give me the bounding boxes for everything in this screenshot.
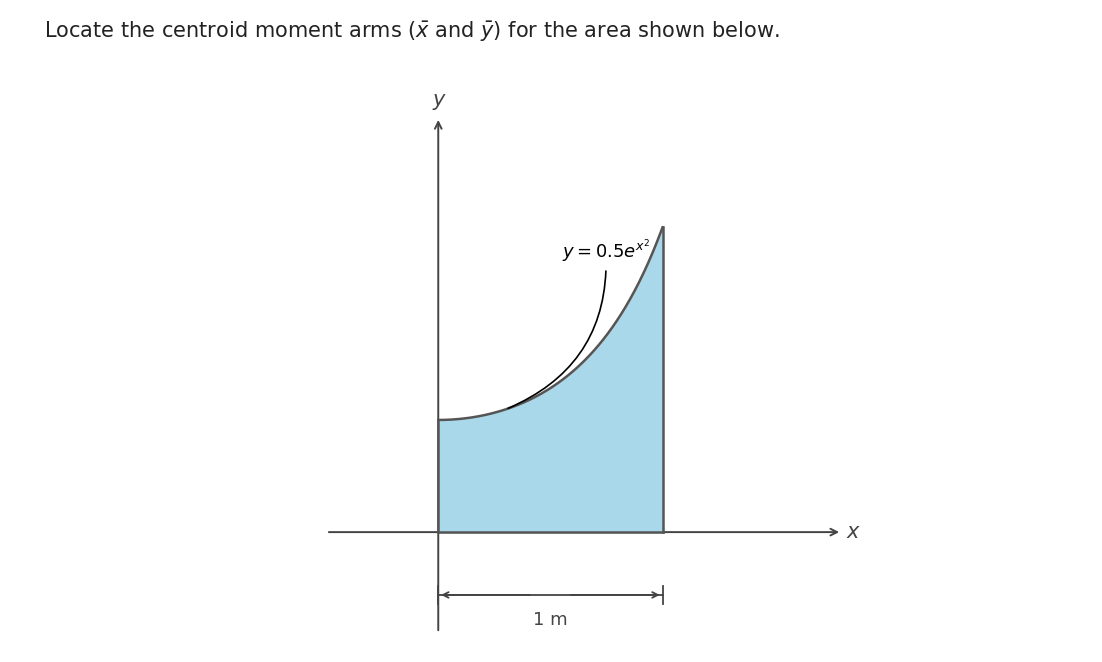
Text: y: y — [432, 91, 444, 111]
Text: 1 m: 1 m — [533, 610, 568, 629]
Text: $y = 0.5e^{x^2}$: $y = 0.5e^{x^2}$ — [508, 238, 650, 408]
Text: x: x — [846, 522, 858, 542]
Text: Locate the centroid moment arms ($\bar{x}$ and $\bar{y}$) for the area shown bel: Locate the centroid moment arms ($\bar{x… — [44, 20, 779, 44]
